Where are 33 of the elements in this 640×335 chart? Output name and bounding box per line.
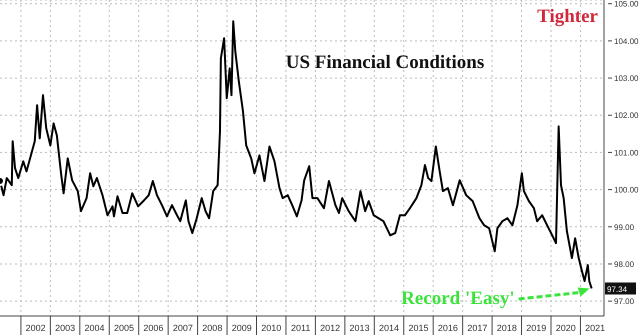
x-tick-label: 2016 xyxy=(438,323,458,333)
y-tick-label: 101.00 xyxy=(614,148,640,158)
x-tick-label: 2006 xyxy=(143,323,164,333)
x-tick-label: 2003 xyxy=(55,323,76,333)
x-tick-label: 2019 xyxy=(526,323,546,333)
x-tick-label: 2008 xyxy=(202,323,222,333)
x-tick-label: 2021 xyxy=(585,323,606,333)
annotation: Tighter xyxy=(537,6,599,27)
x-tick-label: 2017 xyxy=(467,323,488,333)
y-tick-label: 105.00 xyxy=(614,0,640,9)
x-tick-label: 2009 xyxy=(232,323,252,333)
y-tick-label: 100.00 xyxy=(614,186,640,195)
y-tick-label: 97.00 xyxy=(614,297,635,306)
x-tick-label: 2007 xyxy=(172,323,193,333)
x-tick-label: 2013 xyxy=(350,323,370,333)
y-tick-label: 102.00 xyxy=(614,111,640,120)
text: 97.34 xyxy=(607,284,628,294)
y-tick-label: 104.00 xyxy=(614,36,640,46)
x-tick-label: 2014 xyxy=(379,323,400,333)
x-tick-label: 2020 xyxy=(556,323,576,333)
x-tick-label: 2015 xyxy=(408,323,428,333)
x-tick-label: 2002 xyxy=(26,323,46,333)
x-tick-label: 2018 xyxy=(496,323,517,333)
x-tick-label: 2010 xyxy=(261,323,282,333)
annotation: Record 'Easy' xyxy=(401,288,515,309)
y-tick-label: 103.00 xyxy=(614,74,640,84)
x-tick-label: 2012 xyxy=(320,323,340,333)
text: US Financial Conditions xyxy=(286,52,484,73)
y-tick-label: 98.00 xyxy=(614,260,635,269)
x-tick-label: 2005 xyxy=(114,323,134,333)
x-tick-label: 2011 xyxy=(290,323,310,333)
x-tick-label: 2004 xyxy=(84,323,105,333)
y-tick-label: 99.00 xyxy=(614,222,635,232)
